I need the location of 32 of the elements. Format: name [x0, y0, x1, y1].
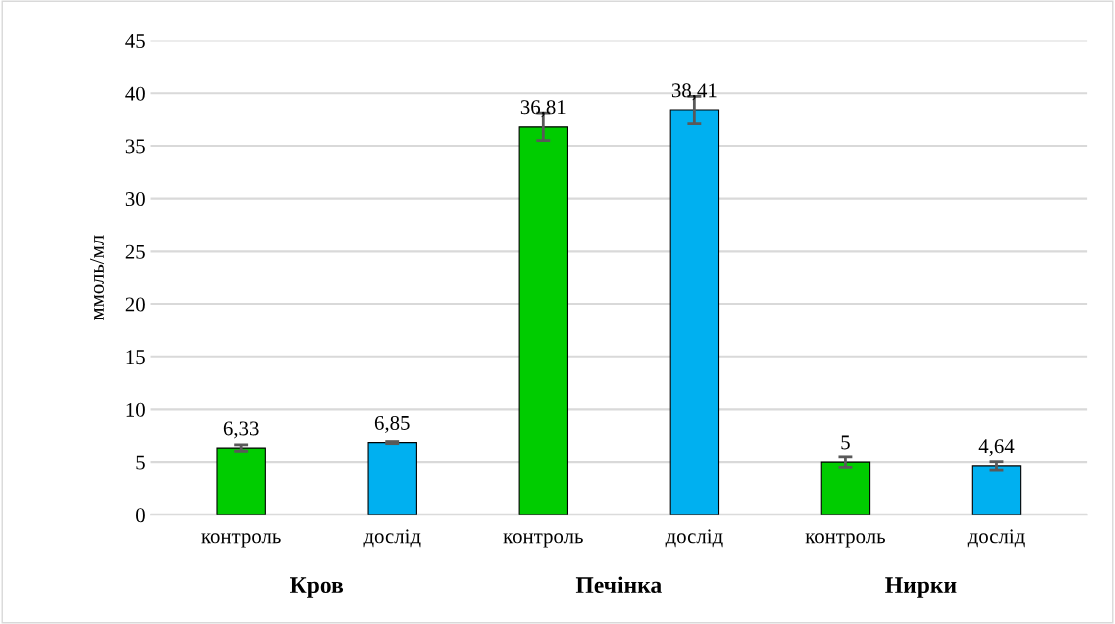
bar [216, 447, 266, 515]
data-label: 6,33 [223, 421, 259, 439]
x-tick-label: дослід [967, 529, 1025, 548]
y-tick-label: 5 [136, 455, 145, 470]
bar [820, 461, 871, 515]
bar [518, 126, 569, 515]
y-tick-label: 35 [125, 139, 145, 154]
x-tick-label: контроль [503, 533, 583, 548]
y-tick-label: 40 [125, 86, 145, 101]
x-tick-label: дослід [363, 529, 421, 548]
data-label: 5 [841, 435, 850, 450]
x-tick-label: контроль [805, 533, 886, 548]
y-tick-label: 15 [126, 350, 145, 365]
y-axis-title: ммоль/мл [89, 235, 104, 321]
data-label: 6,85 [374, 415, 410, 433]
bar [367, 442, 417, 515]
bar [971, 465, 1022, 515]
x-tick-label: контроль [201, 533, 281, 548]
data-label: 38,41 [671, 83, 717, 101]
text: Нирки [885, 577, 957, 598]
bar [669, 109, 720, 515]
data-label: 36,81 [520, 100, 566, 118]
y-tick-label: 45 [125, 34, 145, 48]
y-tick-label: 30 [125, 192, 145, 207]
y-tick-label: 0 [136, 508, 145, 523]
y-tick-label: 10 [126, 402, 145, 417]
text: Кров [289, 577, 344, 598]
y-tick-label: 20 [125, 297, 145, 312]
data-label: 4,64 [978, 439, 1015, 457]
x-tick-label: дослід [665, 529, 723, 548]
text: Печінка [575, 576, 662, 594]
y-tick-label: 25 [125, 244, 145, 259]
